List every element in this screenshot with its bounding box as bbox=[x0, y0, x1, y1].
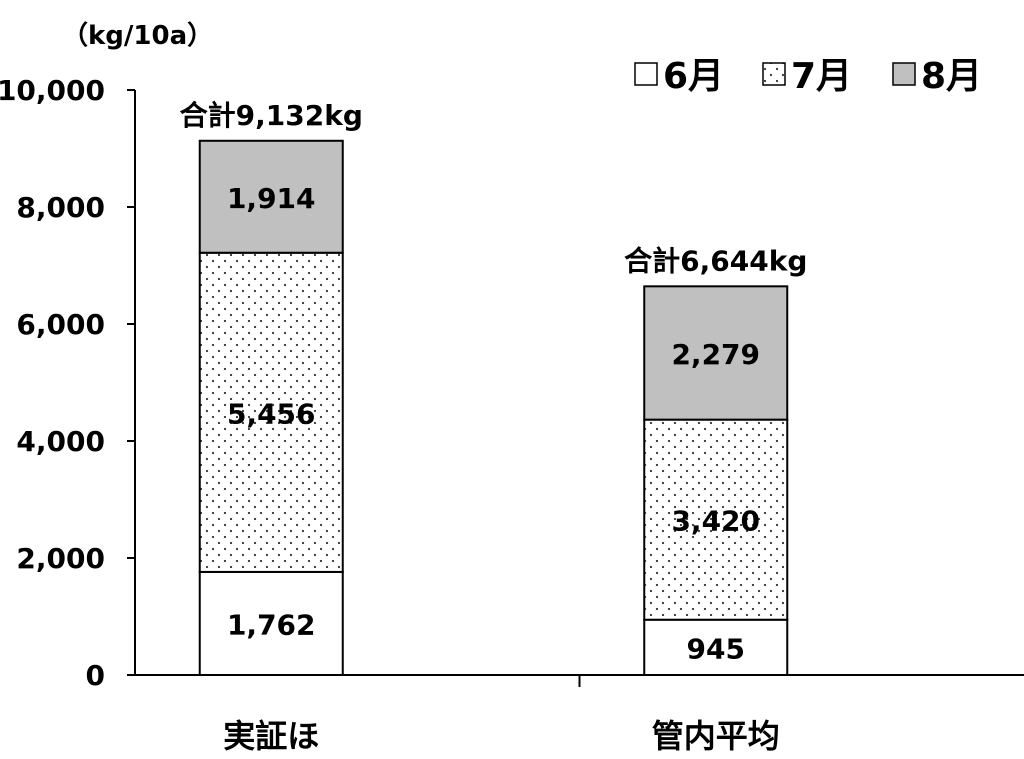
data-label: 3,420 bbox=[671, 505, 760, 538]
y-tick-label: 4,000 bbox=[16, 425, 105, 458]
bar-segment bbox=[643, 618, 789, 677]
bar-segment bbox=[643, 285, 789, 421]
data-label: 5,456 bbox=[227, 397, 316, 430]
x-tick-label: 実証ほ bbox=[223, 717, 319, 755]
y-tick-label: 2,000 bbox=[16, 542, 105, 575]
data-label: 2,279 bbox=[671, 338, 760, 371]
data-label: 945 bbox=[687, 632, 745, 665]
legend-label: 6月 bbox=[663, 56, 724, 97]
data-label: 1,914 bbox=[227, 182, 316, 215]
total-label: 合計9,132kg bbox=[180, 99, 363, 132]
y-tick-label: 0 bbox=[86, 659, 105, 692]
y-axis-label: （kg/10a） bbox=[62, 21, 213, 51]
legend-swatch bbox=[762, 62, 786, 86]
y-tick-label: 10,000 bbox=[0, 74, 105, 107]
y-tick-label: 6,000 bbox=[16, 308, 105, 341]
legend-swatch bbox=[634, 62, 658, 86]
bar-segment bbox=[198, 570, 344, 676]
bar-segment bbox=[198, 251, 344, 573]
bar-segment bbox=[643, 418, 789, 621]
y-tick-label: 8,000 bbox=[16, 191, 105, 224]
total-label: 合計6,644kg bbox=[624, 244, 807, 277]
data-label: 1,762 bbox=[227, 608, 316, 641]
legend-label: 7月 bbox=[791, 56, 852, 97]
legend-swatch bbox=[892, 62, 916, 86]
x-tick-label: 管内平均 bbox=[652, 717, 780, 755]
legend-label: 8月 bbox=[921, 56, 982, 97]
bar-segment bbox=[198, 139, 344, 254]
